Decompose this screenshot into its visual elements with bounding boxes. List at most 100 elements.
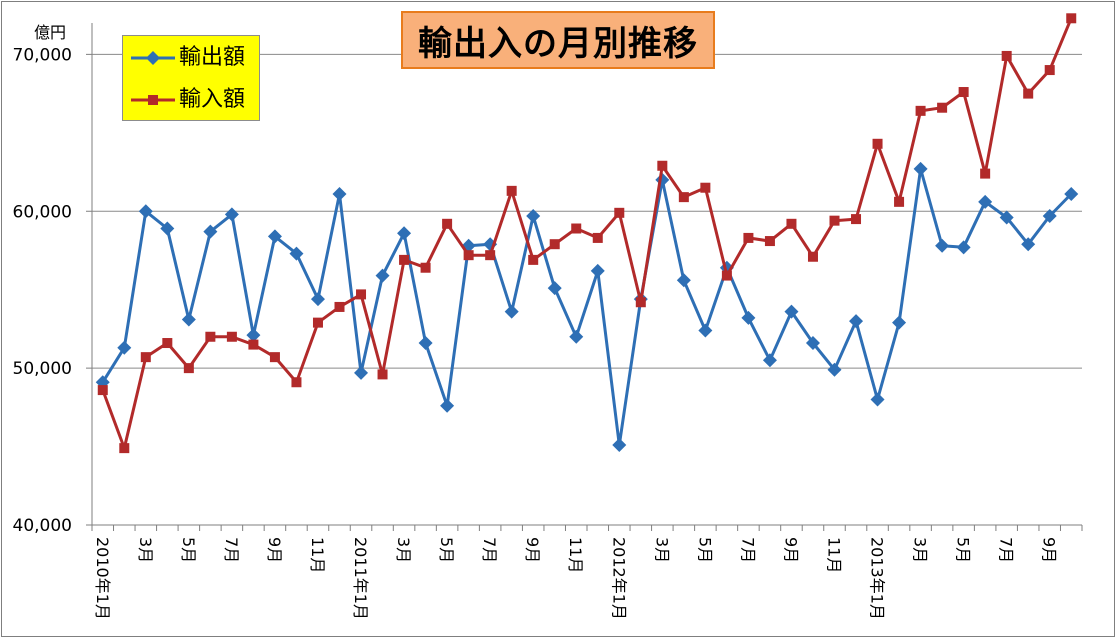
series-lines	[95, 13, 1079, 454]
x-tick-label: 2011年1月	[351, 537, 370, 620]
axes	[86, 23, 1083, 531]
data-point	[1066, 13, 1077, 24]
data-point	[117, 340, 132, 355]
x-tick-label: 11月	[825, 537, 844, 573]
data-point	[289, 246, 304, 261]
data-point	[872, 138, 883, 149]
y-tick-label: 40,000	[13, 516, 72, 536]
x-tick-label: 5月	[179, 537, 198, 563]
chart-title-text: 輸出入の月別推移	[418, 23, 698, 64]
series-line	[101, 17, 1073, 450]
data-point	[827, 362, 842, 377]
x-tick-label: 9月	[781, 537, 800, 563]
data-point	[1044, 65, 1055, 76]
x-tick-label: 3月	[394, 537, 413, 563]
data-point	[1001, 50, 1012, 61]
data-point	[183, 363, 194, 374]
data-point	[442, 218, 453, 229]
data-point	[829, 215, 840, 226]
data-point	[870, 392, 885, 407]
data-point	[181, 312, 196, 327]
data-point	[764, 236, 775, 247]
x-tick-label: 7月	[997, 537, 1016, 563]
data-point	[397, 226, 412, 241]
data-point	[420, 262, 431, 273]
data-point	[937, 102, 948, 113]
data-point	[269, 352, 280, 363]
data-point	[913, 161, 928, 176]
series-imports	[97, 13, 1077, 454]
data-point	[700, 182, 711, 193]
chart-title: 輸出入の月別推移	[401, 11, 715, 69]
y-axis-ticks: 40,000 50,000 60,000 70,000	[13, 45, 72, 536]
data-point	[334, 301, 345, 312]
data-point	[97, 385, 108, 396]
data-point	[504, 304, 519, 319]
data-point	[549, 239, 560, 250]
data-point	[248, 339, 259, 350]
data-point	[612, 437, 627, 452]
data-point	[657, 160, 668, 171]
data-point	[547, 281, 562, 296]
data-point	[894, 196, 905, 207]
data-point	[721, 270, 732, 281]
data-point	[485, 250, 496, 261]
data-point	[291, 377, 302, 388]
x-tick-label: 11月	[566, 537, 585, 573]
data-point	[956, 240, 971, 255]
data-point	[741, 310, 756, 325]
x-tick-label: 2010年1月	[93, 537, 112, 620]
data-point	[1042, 208, 1057, 223]
data-point	[354, 365, 369, 380]
data-point	[892, 315, 907, 330]
data-point	[162, 338, 173, 349]
data-point	[506, 185, 517, 196]
data-point	[762, 353, 777, 368]
data-point	[978, 194, 993, 209]
x-tick-label: 3月	[652, 537, 671, 563]
x-tick-label: 7月	[738, 537, 757, 563]
data-point	[528, 254, 539, 265]
x-tick-label: 3月	[136, 537, 155, 563]
legend-item-exports: 輸出額	[123, 43, 259, 73]
data-point	[377, 369, 388, 380]
x-tick-label: 5月	[437, 537, 456, 563]
data-point	[569, 329, 584, 344]
data-point	[676, 273, 691, 288]
data-point	[418, 336, 433, 351]
data-point	[267, 229, 282, 244]
data-point	[463, 250, 474, 261]
data-point	[999, 210, 1014, 225]
x-tick-label: 7月	[480, 537, 499, 563]
data-point	[915, 105, 926, 116]
x-tick-label: 7月	[222, 537, 241, 563]
x-axis-ticks: 2010年1月 3月 5月 7月 9月 11月 2011年1月 3月 5月 7月 9月 11月 2012…	[93, 537, 1059, 620]
data-point	[592, 232, 603, 243]
data-point	[246, 328, 261, 343]
data-point	[332, 186, 347, 201]
data-point	[226, 331, 237, 342]
x-tick-label: 2013年1月	[868, 537, 887, 620]
legend-label-exports: 輸出額	[179, 45, 246, 70]
legend-marker-imports	[131, 95, 175, 105]
data-point	[980, 168, 991, 179]
data-point	[958, 87, 969, 98]
y-tick-label: 70,000	[13, 45, 72, 65]
data-point	[310, 292, 325, 307]
data-point	[205, 331, 216, 342]
legend-label-imports: 輸入額	[179, 87, 246, 112]
data-point	[440, 398, 455, 413]
series-exports	[95, 161, 1079, 452]
data-point	[1023, 88, 1034, 99]
data-point	[375, 268, 390, 283]
data-point	[678, 192, 689, 203]
x-tick-label: 2012年1月	[609, 537, 628, 620]
data-point	[698, 323, 713, 338]
data-point	[614, 207, 625, 218]
data-point	[935, 238, 950, 253]
y-tick-label: 50,000	[13, 359, 72, 379]
data-point	[1021, 237, 1036, 252]
x-tick-label: 9月	[1040, 537, 1059, 563]
